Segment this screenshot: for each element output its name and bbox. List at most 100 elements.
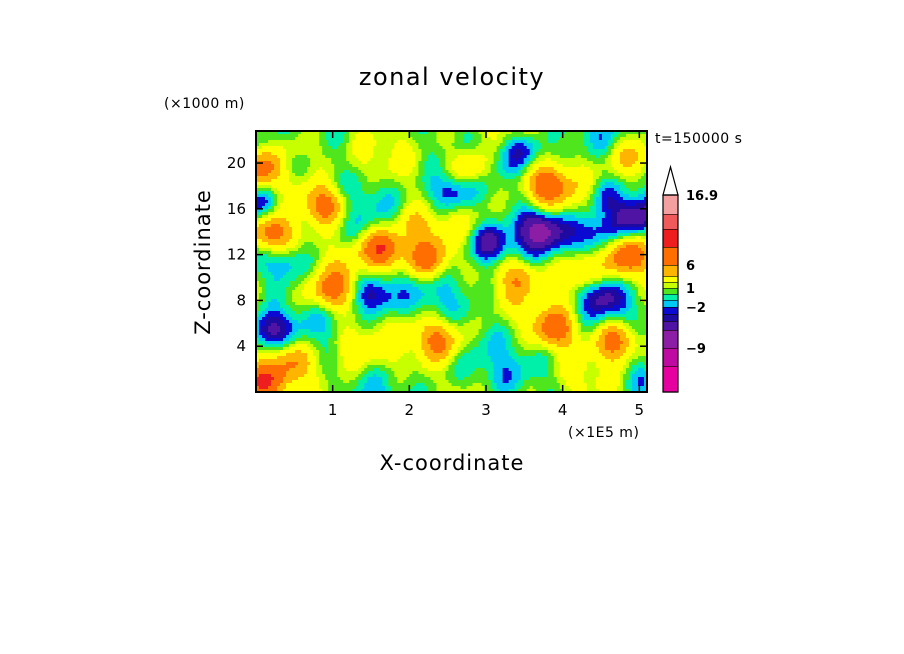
field-cell	[448, 209, 453, 213]
field-cell	[556, 197, 561, 201]
field-cell	[370, 140, 374, 144]
field-cell	[331, 185, 335, 189]
field-cell	[343, 146, 347, 150]
field-cell	[313, 158, 317, 162]
field-cell	[268, 131, 272, 135]
field-cell	[385, 158, 389, 162]
field-cell	[328, 236, 332, 240]
field-cell	[520, 131, 525, 135]
field-cell	[529, 140, 534, 144]
field-cell	[343, 140, 347, 144]
field-cell	[589, 164, 594, 168]
field-cell	[586, 179, 591, 183]
field-cell	[418, 137, 423, 141]
field-cell	[379, 194, 383, 198]
field-cell	[307, 185, 311, 189]
field-cell	[271, 242, 275, 246]
field-cell	[373, 161, 377, 165]
field-cell	[367, 134, 371, 138]
field-cell	[532, 233, 537, 237]
field-cell	[280, 134, 284, 138]
field-cell	[457, 182, 462, 186]
field-cell	[340, 176, 344, 180]
field-cell	[427, 215, 432, 219]
field-cell	[295, 131, 299, 135]
field-cell	[493, 173, 498, 177]
field-cell	[604, 227, 609, 231]
field-cell	[529, 146, 534, 150]
field-cell	[409, 215, 413, 219]
field-cell	[337, 236, 341, 240]
field-cell	[382, 197, 386, 201]
field-cell	[610, 200, 615, 204]
field-cell	[424, 239, 429, 243]
field-cell	[580, 227, 585, 231]
field-cell	[421, 170, 426, 174]
field-cell	[469, 215, 474, 219]
field-cell	[427, 197, 432, 201]
field-cell	[619, 236, 624, 240]
field-cell	[604, 185, 609, 189]
field-cell	[511, 218, 516, 222]
field-cell	[364, 137, 368, 141]
field-cell	[364, 200, 368, 204]
field-cell	[412, 200, 417, 204]
field-cell	[325, 197, 329, 201]
field-cell	[574, 182, 579, 186]
field-cell	[292, 230, 296, 234]
field-cell	[538, 158, 543, 162]
field-cell	[322, 182, 326, 186]
field-cell	[370, 176, 374, 180]
field-cell	[598, 233, 603, 237]
field-cell	[583, 233, 588, 237]
field-cell	[514, 152, 519, 156]
field-cell	[634, 161, 639, 165]
field-cell	[427, 194, 432, 198]
field-cell	[532, 191, 537, 195]
field-cell	[529, 167, 534, 171]
field-cell	[355, 242, 359, 246]
field-cell	[400, 245, 404, 249]
field-cell	[358, 161, 362, 165]
field-cell	[331, 209, 335, 213]
field-cell	[370, 203, 374, 207]
field-cell	[628, 209, 633, 213]
field-cell	[343, 218, 347, 222]
field-cell	[421, 143, 426, 147]
field-cell	[454, 149, 459, 153]
field-cell	[511, 227, 516, 231]
field-cell	[613, 152, 618, 156]
field-cell	[271, 209, 275, 213]
field-cell	[358, 224, 362, 228]
field-cell	[535, 230, 540, 234]
field-cell	[448, 212, 453, 216]
field-cell	[340, 155, 344, 159]
field-cell	[373, 236, 377, 240]
field-cell	[364, 206, 368, 210]
field-cell	[406, 164, 410, 168]
field-cell	[322, 158, 326, 162]
field-cell	[553, 215, 558, 219]
field-cell	[334, 236, 338, 240]
field-cell	[451, 158, 456, 162]
field-cell	[532, 230, 537, 234]
field-cell	[394, 170, 398, 174]
field-cell	[415, 239, 420, 243]
field-cell	[337, 239, 341, 243]
field-cell	[283, 167, 287, 171]
field-cell	[484, 203, 489, 207]
field-cell	[598, 179, 603, 183]
field-cell	[610, 173, 615, 177]
field-cell	[586, 137, 591, 141]
field-cell	[310, 173, 314, 177]
field-cell	[448, 242, 453, 246]
field-cell	[316, 170, 320, 174]
field-cell	[388, 143, 392, 147]
field-cell	[328, 140, 332, 144]
field-cell	[292, 137, 296, 141]
field-cell	[505, 152, 510, 156]
field-cell	[532, 206, 537, 210]
field-cell	[310, 227, 314, 231]
field-cell	[556, 236, 561, 240]
field-cell	[625, 239, 630, 243]
